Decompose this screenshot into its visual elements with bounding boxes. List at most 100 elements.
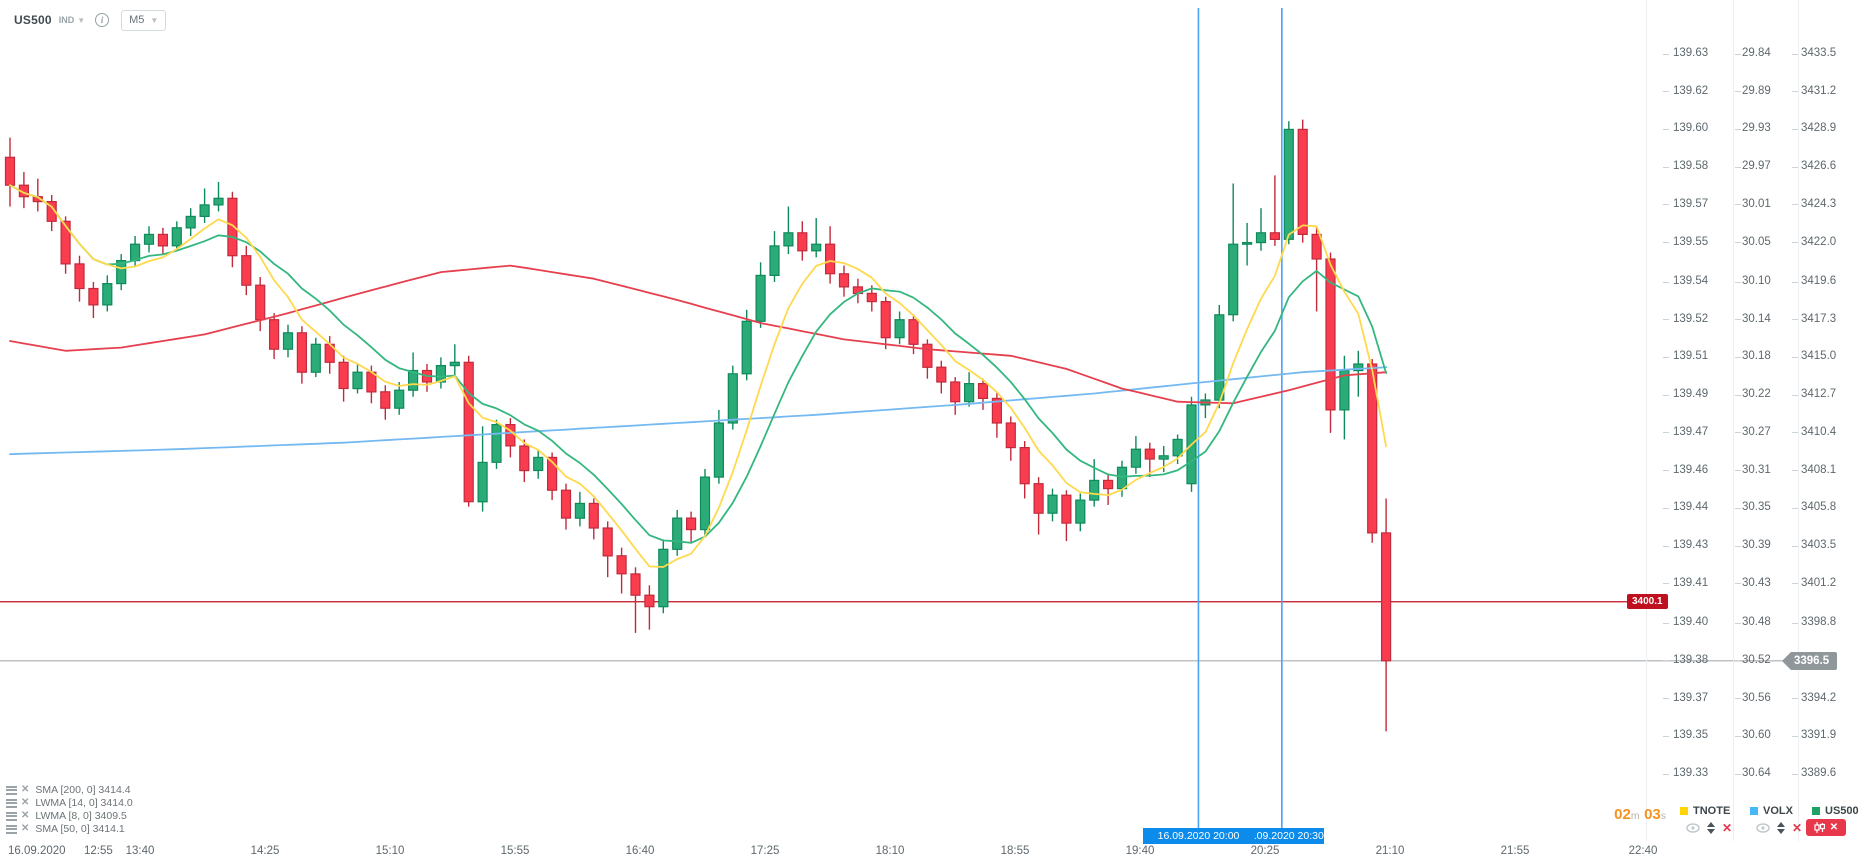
price-tick-dash [1663, 432, 1669, 434]
price-tick-dash [1735, 735, 1741, 737]
price-tick-tnote: 139.37 [1673, 691, 1709, 704]
active-symbol-badge[interactable]: ✕ [1806, 819, 1846, 836]
series-remove-icon[interactable]: ✕ [1722, 821, 1733, 835]
price-tick-us500: 3403.5 [1801, 539, 1837, 551]
price-tick-us500: 3419.6 [1801, 275, 1837, 287]
timer-seconds: 03 [1644, 806, 1661, 823]
indicator-settings-icon[interactable] [6, 811, 17, 821]
indicator-settings-icon[interactable] [6, 824, 17, 834]
chevron-down-icon[interactable]: ▼ [77, 15, 86, 25]
candle-body [282, 332, 294, 350]
price-tick-volx: 30.05 [1742, 235, 1771, 248]
axis-time-label: 12:55 [84, 845, 113, 857]
price-tick-dash [1792, 507, 1798, 509]
instrument-type-label[interactable]: IND [58, 15, 75, 25]
candle-body [185, 215, 196, 229]
price-tick-tnote: 139.47 [1673, 425, 1709, 438]
candle-body [533, 456, 544, 472]
price-tick-dash [1792, 204, 1798, 206]
candle-body [130, 243, 141, 262]
indicator-remove-icon[interactable]: ✕ [21, 823, 30, 834]
price-tick-volx: 30.10 [1742, 275, 1771, 287]
candle-body [755, 274, 766, 322]
candle-body [4, 156, 16, 186]
indicator-row: ✕ LWMA [14, 0] 3414.0 [6, 797, 133, 809]
event-label[interactable]: 16.09.2020 20:00 [1142, 828, 1255, 844]
candlestick-icon [1814, 822, 1825, 833]
candle-body [296, 332, 307, 373]
series-color-swatch [1680, 807, 1688, 815]
ma-line-lwma-8[interactable] [9, 184, 1387, 568]
price-tick-dash [1663, 622, 1669, 624]
event-label[interactable]: .09.2020 20:30 [1253, 828, 1324, 844]
scale-separator [1646, 0, 1647, 841]
candle-timer: 02m 03s [1614, 806, 1666, 824]
timeframe-select[interactable]: M5 ▼ [121, 9, 167, 31]
series-legend-us500[interactable]: US500 [1812, 805, 1859, 817]
candle-body [1255, 232, 1267, 244]
reorder-arrows-icon[interactable] [1776, 822, 1786, 834]
candle-body [546, 456, 558, 491]
candle-body [1047, 494, 1058, 514]
candle-body [838, 273, 850, 288]
price-tick-us500: 3433.5 [1801, 47, 1837, 59]
indicator-remove-icon[interactable]: ✕ [21, 810, 30, 821]
price-tick-volx: 30.56 [1742, 691, 1771, 704]
current-price-value: 3396.5 [1791, 651, 1838, 670]
price-tick-dash [1663, 698, 1669, 699]
candle-body [616, 555, 627, 575]
series-color-swatch [1750, 807, 1758, 815]
ma-line-lwma-14[interactable] [9, 184, 1387, 544]
axis-time-label: 21:55 [1500, 845, 1530, 857]
indicator-settings-icon[interactable] [6, 785, 17, 795]
axis-time-label: 14:25 [250, 845, 280, 857]
alert-price-badge[interactable]: 3400.1 [1627, 593, 1668, 609]
indicator-remove-icon[interactable]: ✕ [21, 784, 30, 795]
info-icon[interactable]: i [95, 13, 110, 27]
indicator-settings-icon[interactable] [6, 798, 17, 808]
candle-body [1325, 258, 1336, 411]
eye-icon[interactable] [1686, 823, 1700, 833]
candle-body [699, 476, 711, 531]
price-tick-dash [1663, 204, 1669, 206]
candle-body [143, 233, 155, 245]
candle-body [991, 397, 1003, 424]
eye-icon[interactable] [1756, 823, 1770, 833]
candle-body [74, 263, 85, 290]
price-tick-volx: 30.18 [1742, 350, 1771, 363]
ma-line-sma-50[interactable] [9, 264, 1387, 405]
axis-time-label: 17:25 [750, 845, 780, 857]
indicator-remove-icon[interactable]: ✕ [21, 797, 30, 808]
candle-body [1214, 314, 1225, 401]
price-tick-dash [1792, 773, 1798, 775]
price-tick-volx: 30.43 [1742, 576, 1771, 589]
price-tick-dash [1792, 698, 1798, 699]
candle-body [227, 197, 238, 257]
candle-body [491, 424, 502, 463]
price-tick-us500: 3401.2 [1801, 576, 1837, 589]
price-tick-tnote: 139.58 [1673, 160, 1709, 173]
series-remove-icon[interactable]: ✕ [1792, 821, 1803, 835]
price-tick-dash [1792, 281, 1798, 283]
candle-body [630, 573, 641, 596]
badge-arrow [1782, 651, 1791, 670]
reorder-arrows-icon[interactable] [1706, 822, 1716, 834]
series-legend-volx[interactable]: VOLX [1750, 805, 1793, 817]
indicator-row: ✕ SMA [200, 0] 3414.4 [6, 784, 131, 796]
candle-body [560, 489, 572, 519]
price-tick-tnote: 139.57 [1673, 197, 1709, 210]
ma-line-sma-200[interactable] [9, 366, 1387, 456]
candle-body [977, 383, 989, 400]
remove-symbol-icon[interactable]: ✕ [1829, 821, 1839, 833]
candle-body [519, 445, 530, 472]
price-tick-dash [1735, 698, 1741, 699]
timeframe-value: M5 [129, 14, 145, 26]
price-tick-volx: 30.60 [1742, 729, 1771, 742]
price-tick-tnote: 139.54 [1673, 275, 1709, 287]
series-legend-tnote[interactable]: TNOTE [1680, 805, 1730, 817]
candle-body [463, 361, 474, 503]
indicator-label: LWMA [14, 0] 3414.0 [35, 797, 133, 809]
candle-body [588, 502, 599, 529]
price-tick-us500: 3415.0 [1801, 350, 1837, 363]
